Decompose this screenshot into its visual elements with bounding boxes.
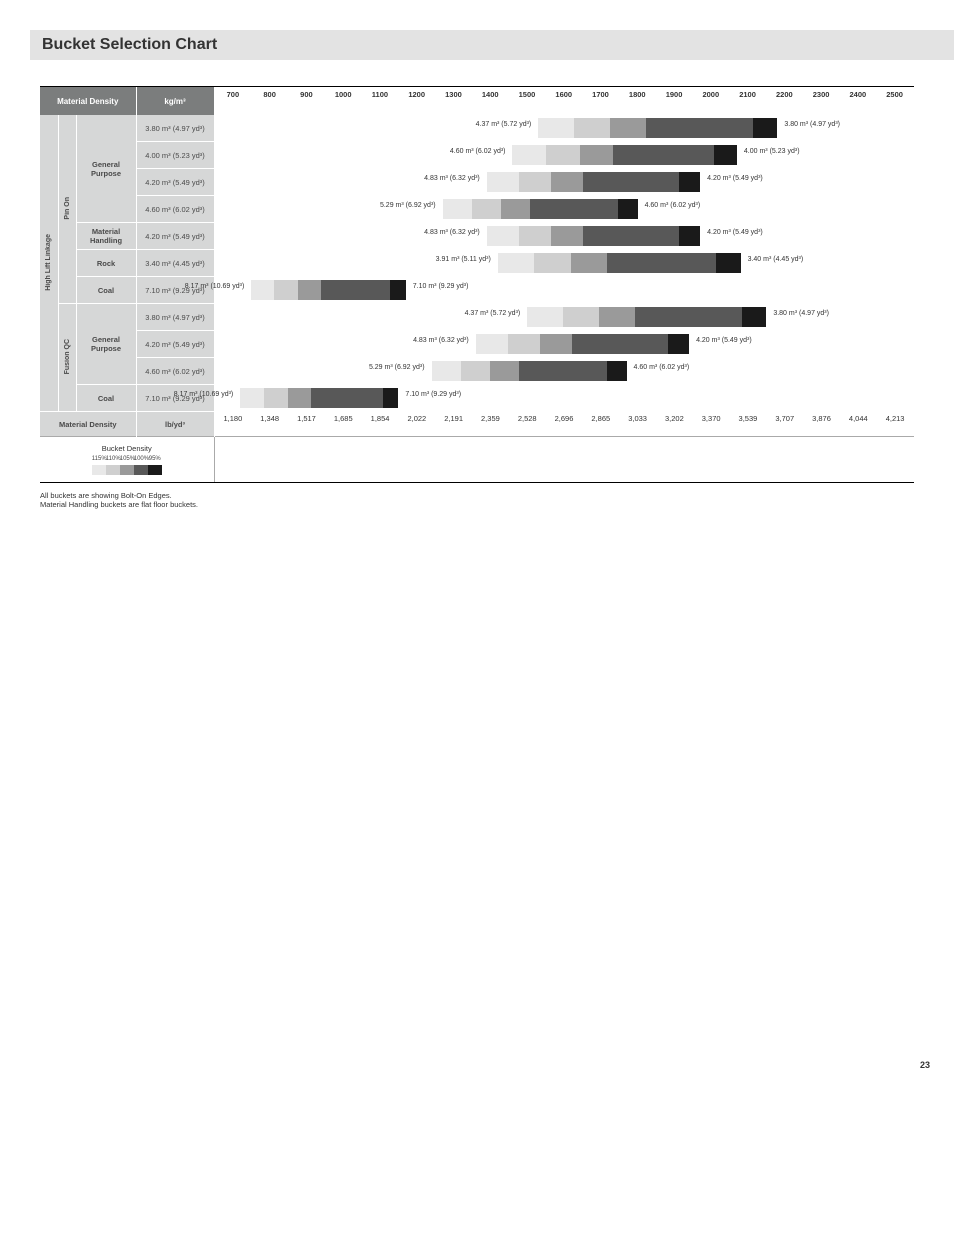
footnote-2: Material Handling buckets are flat floor… xyxy=(40,500,914,509)
attach-label: Fusion QC xyxy=(58,304,76,412)
density-bar-cell: 5.29 m³ (6.92 yd³) 4.60 m³ (6.02 yd³) xyxy=(214,358,914,385)
density-bar-cell: 3.91 m³ (5.11 yd³) 3.40 m³ (4.45 yd³) xyxy=(214,250,914,277)
bucket-selection-table: Material Densitykg/m³7008009001000110012… xyxy=(40,87,914,483)
bucket-size: 7.10 m³ (9.29 yd³) xyxy=(136,385,214,412)
bar-label-left: 5.29 m³ (6.92 yd³) xyxy=(369,364,425,371)
bar-label-left: 4.60 m³ (6.02 yd³) xyxy=(450,148,506,155)
bucket-size: 4.20 m³ (5.49 yd³) xyxy=(136,223,214,250)
density-bar xyxy=(240,388,398,408)
density-bar-cell: 4.83 m³ (6.32 yd³) 4.20 m³ (5.49 yd³) xyxy=(214,169,914,196)
header-kg-unit: kg/m³ xyxy=(136,87,214,115)
footer-material-density: Material Density xyxy=(40,412,136,437)
density-bar xyxy=(498,253,741,273)
legend-cell: Bucket Density 115%110%105%100%95% xyxy=(40,437,214,483)
bucket-size: 7.10 m³ (9.29 yd³) xyxy=(136,277,214,304)
chart-container: Material Densitykg/m³7008009001000110012… xyxy=(40,86,914,483)
bar-label-left: 8.17 m³ (10.69 yd³) xyxy=(185,283,245,290)
category-label: Rock xyxy=(76,250,136,277)
bar-label-left: 4.37 m³ (5.72 yd³) xyxy=(465,310,521,317)
density-bar-cell: 5.29 m³ (6.92 yd³) 4.60 m³ (6.02 yd³) xyxy=(214,196,914,223)
page-title-bar: Bucket Selection Chart xyxy=(30,30,954,60)
footnotes: All buckets are showing Bolt-On Edges. M… xyxy=(40,491,914,510)
bar-label-right: 4.60 m³ (6.02 yd³) xyxy=(645,202,701,209)
bar-label-right: 3.80 m³ (4.97 yd³) xyxy=(773,310,829,317)
density-bar-cell: 4.83 m³ (6.32 yd³) 4.20 m³ (5.49 yd³) xyxy=(214,331,914,358)
linkage-label: High Lift Linkage xyxy=(40,115,58,412)
header-material-density: Material Density xyxy=(40,87,136,115)
category-label: Coal xyxy=(76,385,136,412)
legend-swatches xyxy=(92,465,162,475)
density-bar-cell: 4.37 m³ (5.72 yd³) 3.80 m³ (4.97 yd³) xyxy=(214,115,914,142)
bar-label-left: 4.83 m³ (6.32 yd³) xyxy=(424,229,480,236)
density-bar xyxy=(251,280,406,300)
density-bar xyxy=(487,172,700,192)
density-bar xyxy=(512,145,736,165)
bar-label-right: 3.80 m³ (4.97 yd³) xyxy=(784,121,840,128)
bucket-size: 3.40 m³ (4.45 yd³) xyxy=(136,250,214,277)
bucket-size: 3.80 m³ (4.97 yd³) xyxy=(136,304,214,331)
bucket-size: 4.60 m³ (6.02 yd³) xyxy=(136,358,214,385)
density-bar-cell: 4.83 m³ (6.32 yd³) 4.20 m³ (5.49 yd³) xyxy=(214,223,914,250)
bar-label-left: 4.83 m³ (6.32 yd³) xyxy=(413,337,469,344)
bucket-size: 4.20 m³ (5.49 yd³) xyxy=(136,331,214,358)
density-bar-cell: 4.60 m³ (6.02 yd³) 4.00 m³ (5.23 yd³) xyxy=(214,142,914,169)
bar-label-right: 4.20 m³ (5.49 yd³) xyxy=(696,337,752,344)
header-axis-kg: 7008009001000110012001300140015001600170… xyxy=(214,87,914,115)
bucket-size: 3.80 m³ (4.97 yd³) xyxy=(136,115,214,142)
density-bar-cell: 4.37 m³ (5.72 yd³) 3.80 m³ (4.97 yd³) xyxy=(214,304,914,331)
category-label: Coal xyxy=(76,277,136,304)
bar-label-right: 4.20 m³ (5.49 yd³) xyxy=(707,175,763,182)
attach-label: Pin On xyxy=(58,115,76,304)
legend-title: Bucket Density xyxy=(102,444,152,453)
bar-label-right: 4.00 m³ (5.23 yd³) xyxy=(744,148,800,155)
category-label: MaterialHandling xyxy=(76,223,136,250)
footer-axis-lb: 1,1801,3481,5171,6851,8542,0222,1912,359… xyxy=(214,412,914,437)
legend-labels: 115%110%105%100%95% xyxy=(92,456,162,462)
bar-label-right: 4.20 m³ (5.49 yd³) xyxy=(707,229,763,236)
density-bar-cell: 8.17 m³ (10.69 yd³)7.10 m³ (9.29 yd³) xyxy=(214,277,914,304)
bar-label-right: 7.10 m³ (9.29 yd³) xyxy=(405,391,461,398)
density-bar xyxy=(476,334,689,354)
bucket-size: 4.00 m³ (5.23 yd³) xyxy=(136,142,214,169)
footer-lb-unit: lb/yd³ xyxy=(136,412,214,437)
footnote-1: All buckets are showing Bolt-On Edges. xyxy=(40,491,914,500)
bar-label-left: 8.17 m³ (10.69 yd³) xyxy=(174,391,234,398)
page-title: Bucket Selection Chart xyxy=(42,36,942,54)
bar-label-right: 7.10 m³ (9.29 yd³) xyxy=(413,283,469,290)
density-bar xyxy=(527,307,766,327)
density-bar xyxy=(432,361,627,381)
density-bar-cell: 8.17 m³ (10.69 yd³)7.10 m³ (9.29 yd³) xyxy=(214,385,914,412)
bucket-size: 4.20 m³ (5.49 yd³) xyxy=(136,169,214,196)
bar-label-right: 4.60 m³ (6.02 yd³) xyxy=(634,364,690,371)
bar-label-left: 5.29 m³ (6.92 yd³) xyxy=(380,202,436,209)
density-bar xyxy=(487,226,700,246)
bar-label-left: 4.37 m³ (5.72 yd³) xyxy=(476,121,532,128)
bar-label-left: 4.83 m³ (6.32 yd³) xyxy=(424,175,480,182)
bar-label-left: 3.91 m³ (5.11 yd³) xyxy=(436,256,491,263)
category-label: GeneralPurpose xyxy=(76,115,136,223)
density-bar xyxy=(538,118,777,138)
bar-label-right: 3.40 m³ (4.45 yd³) xyxy=(748,256,804,263)
page-number: 23 xyxy=(920,1060,930,1070)
density-bar xyxy=(443,199,638,219)
bucket-size: 4.60 m³ (6.02 yd³) xyxy=(136,196,214,223)
category-label: GeneralPurpose xyxy=(76,304,136,385)
